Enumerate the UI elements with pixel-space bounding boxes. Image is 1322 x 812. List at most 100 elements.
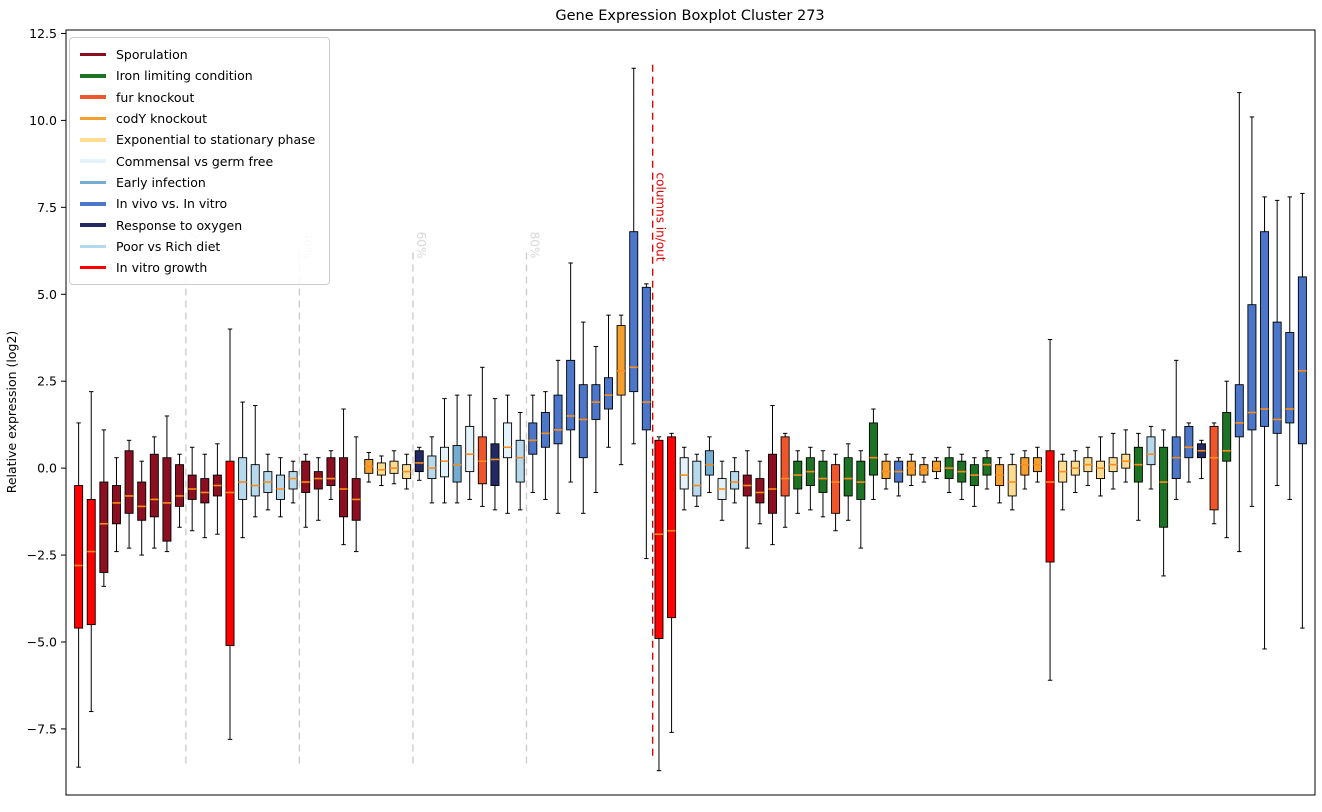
box-spor — [187, 474, 197, 500]
legend-label: fur knockout — [116, 89, 195, 105]
box-cody — [1020, 457, 1030, 476]
box-iron — [818, 460, 828, 493]
vline-label: 80% — [527, 232, 541, 259]
box-vivo — [629, 231, 639, 393]
box-spor — [162, 457, 172, 542]
box-diet — [275, 474, 285, 500]
box-oxy — [414, 450, 424, 473]
box-exp — [1007, 464, 1017, 497]
legend-item-early: Early infection — [80, 172, 315, 193]
vline-label: columns in/out — [654, 173, 668, 262]
box-vivo — [1272, 321, 1282, 434]
legend-label: In vivo vs. In vitro — [116, 196, 228, 212]
legend-label: codY knockout — [116, 111, 208, 127]
legend-item-comm: Commensal vs germ free — [80, 150, 315, 171]
box-vitro — [1045, 450, 1055, 563]
box-vivo — [566, 359, 576, 431]
box-vivo — [540, 412, 550, 448]
legend-label: Iron limiting condition — [116, 68, 253, 84]
legend-item-spor: Sporulation — [80, 44, 315, 65]
legend-item-iron: Iron limiting condition — [80, 65, 315, 86]
legend-swatch-iron — [80, 74, 106, 78]
box-early — [704, 450, 714, 476]
box-vitro — [74, 485, 84, 629]
box-spor — [99, 481, 109, 573]
y-tick-label: −5.0 — [27, 635, 57, 650]
y-tick-label: 7.5 — [37, 200, 57, 215]
box-comm — [503, 422, 513, 459]
box-iron — [1222, 412, 1232, 462]
legend-item-fur: fur knockout — [80, 87, 315, 108]
box-vivo — [604, 377, 613, 410]
legend-label: Early infection — [116, 174, 206, 190]
box-vitro — [667, 436, 677, 619]
box-exp — [389, 460, 399, 474]
box-diet — [515, 439, 525, 483]
box-spor — [200, 478, 210, 504]
box-early — [452, 445, 462, 483]
y-tick-label: 12.5 — [29, 26, 57, 41]
box-vivo — [1184, 425, 1194, 459]
box-vitro — [225, 460, 235, 646]
box-spor — [124, 450, 134, 514]
box-diet — [288, 471, 298, 490]
legend-label: Sporulation — [116, 47, 188, 63]
legend-swatch-vivo — [80, 201, 106, 206]
box-vitro — [654, 439, 664, 639]
box-spor — [149, 453, 159, 518]
box-iron — [868, 422, 878, 476]
box-fur — [477, 436, 487, 485]
box-spor — [137, 481, 147, 521]
legend-label: Exponential to stationary phase — [116, 132, 316, 148]
box-exp — [1096, 460, 1106, 480]
y-tick-label: 10.0 — [29, 113, 57, 128]
legend-item-cody: codY knockout — [80, 108, 315, 129]
box-cody — [616, 325, 626, 396]
box-fur — [831, 464, 841, 514]
box-fur — [1209, 425, 1219, 511]
box-spor — [339, 457, 349, 518]
box-diet — [238, 457, 248, 500]
box-vivo — [528, 422, 538, 455]
legend-swatch-cody — [80, 116, 106, 121]
box-fur — [780, 436, 790, 497]
y-axis-label: Relative expression (log2) — [4, 331, 19, 494]
legend-swatch-early — [80, 180, 106, 185]
y-tick-label: 5.0 — [37, 287, 57, 302]
box-comm — [679, 457, 689, 490]
legend-item-oxy: Response to oxygen — [80, 214, 315, 235]
box-comm — [465, 425, 475, 473]
box-vivo — [1297, 276, 1307, 445]
box-diet — [427, 455, 437, 480]
y-tick-label: −2.5 — [27, 548, 57, 563]
box-oxy — [490, 443, 500, 486]
legend-swatch-oxy — [80, 223, 106, 227]
legend-item-exp: Exponential to stationary phase — [80, 129, 315, 150]
box-spor — [313, 471, 323, 490]
box-spor — [301, 460, 311, 493]
box-spor — [175, 464, 185, 507]
legend-swatch-diet — [80, 244, 106, 249]
box-diet — [692, 460, 702, 497]
box-spor — [755, 478, 765, 504]
box-iron — [843, 457, 853, 497]
box-cody — [932, 460, 942, 473]
box-cody — [881, 460, 891, 480]
box-spor — [111, 485, 121, 525]
box-vivo — [641, 286, 651, 431]
box-diet — [1146, 436, 1156, 466]
legend-swatch-vitro — [80, 265, 106, 270]
box-vivo — [1247, 304, 1257, 431]
vline-label: 60% — [414, 232, 428, 259]
legend-label: In vitro growth — [116, 260, 208, 276]
box-vivo — [578, 384, 588, 459]
box-vivo — [553, 394, 563, 445]
y-tick-label: 0.0 — [37, 461, 57, 476]
legend-swatch-comm — [80, 159, 106, 163]
legend-label: Poor vs Rich diet — [116, 238, 221, 254]
legend-label: Commensal vs germ free — [116, 153, 274, 169]
legend-swatch-spor — [80, 52, 106, 57]
box-vitro — [86, 498, 96, 626]
box-vivo — [1234, 384, 1244, 438]
y-tick-label: −7.5 — [27, 721, 57, 736]
